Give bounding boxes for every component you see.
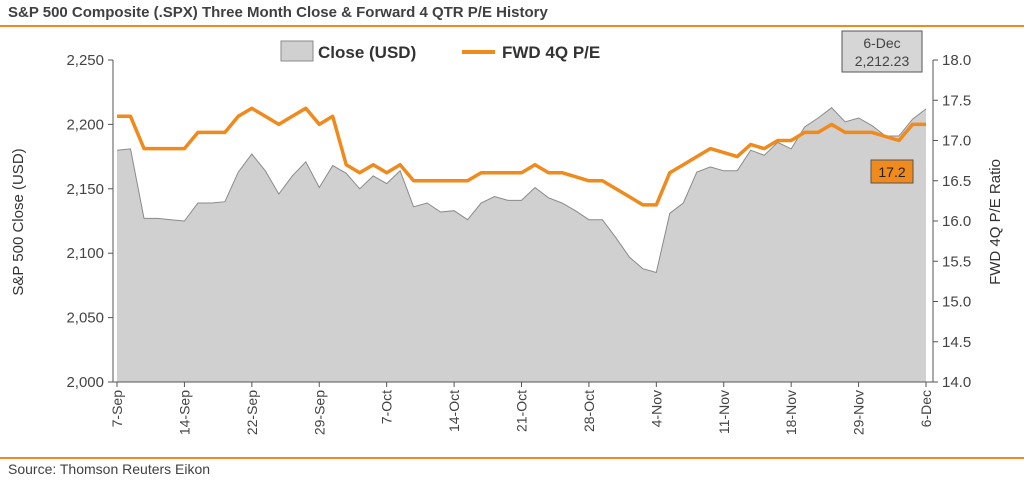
y2-tick-label: 17.5 bbox=[942, 92, 971, 109]
close-callout-date: 6-Dec bbox=[863, 35, 900, 51]
pe-callout: 17.2 bbox=[870, 159, 914, 184]
y2-tick-label: 14.0 bbox=[942, 374, 971, 391]
legend-close-label: Close (USD) bbox=[318, 43, 416, 62]
y-tick-label: 2,100 bbox=[66, 245, 104, 262]
bottom-rule bbox=[0, 457, 1024, 459]
x-tick-label: 29-Sep bbox=[311, 390, 327, 435]
source-note: Source: Thomson Reuters Eikon bbox=[8, 461, 211, 477]
legend-pe-label: FWD 4Q P/E bbox=[502, 43, 600, 62]
y2-tick-label: 17.0 bbox=[942, 133, 971, 150]
y-axis-title: S&P 500 Close (USD) bbox=[10, 148, 27, 295]
y-tick-label: 2,000 bbox=[66, 374, 104, 391]
y2-tick-label: 15.5 bbox=[942, 253, 971, 270]
y2-tick-label: 16.0 bbox=[942, 213, 971, 230]
y2-tick-label: 15.0 bbox=[942, 294, 971, 311]
y-tick-label: 2,050 bbox=[66, 310, 104, 327]
y2-axis-title: FWD 4Q P/E Ratio bbox=[987, 159, 1004, 285]
x-tick-label: 6-Dec bbox=[918, 390, 934, 427]
y2-tick-label: 14.5 bbox=[942, 334, 971, 351]
close-area-series bbox=[117, 107, 926, 382]
y-tick-label: 2,250 bbox=[66, 52, 104, 69]
x-tick-label: 11-Nov bbox=[716, 390, 732, 434]
y2-tick-label: 18.0 bbox=[942, 52, 971, 69]
y-tick-label: 2,200 bbox=[66, 116, 104, 133]
x-tick-label: 18-Nov bbox=[783, 390, 799, 435]
axis-layer: 2,000 2,050 2,100 2,150 2,200 2,250 14.0 14.5 15… bbox=[66, 52, 971, 435]
close-callout: 6-Dec 2,212.23 bbox=[841, 30, 923, 73]
close-area-outline bbox=[116, 107, 927, 274]
plot-layer bbox=[116, 106, 927, 382]
x-tick-label: 22-Sep bbox=[244, 390, 260, 435]
x-tick-label: 21-Oct bbox=[514, 390, 530, 432]
x-tick-label: 7-Sep bbox=[109, 390, 125, 428]
legend-close-swatch bbox=[280, 40, 314, 62]
chart-title: S&P 500 Composite (.SPX) Three Month Clo… bbox=[8, 4, 548, 21]
close-callout-box bbox=[841, 30, 923, 73]
pe-callout-value: 17.2 bbox=[878, 164, 905, 180]
legend: Close (USD) FWD 4Q P/E bbox=[280, 40, 600, 62]
x-tick-label: 14-Sep bbox=[176, 390, 192, 435]
x-tick-label: 7-Oct bbox=[379, 390, 395, 424]
y2-tick-label: 16.5 bbox=[942, 173, 971, 190]
pe-line-series bbox=[117, 106, 926, 207]
top-rule bbox=[0, 25, 1024, 27]
x-tick-label: 29-Nov bbox=[851, 390, 867, 435]
x-tick-label: 28-Oct bbox=[581, 390, 597, 432]
close-callout-value: 2,212.23 bbox=[855, 53, 910, 69]
x-tick-label: 14-Oct bbox=[446, 390, 462, 432]
x-tick-label: 4-Nov bbox=[648, 390, 664, 427]
pe-callout-box bbox=[870, 159, 914, 184]
y-tick-label: 2,150 bbox=[66, 181, 104, 198]
